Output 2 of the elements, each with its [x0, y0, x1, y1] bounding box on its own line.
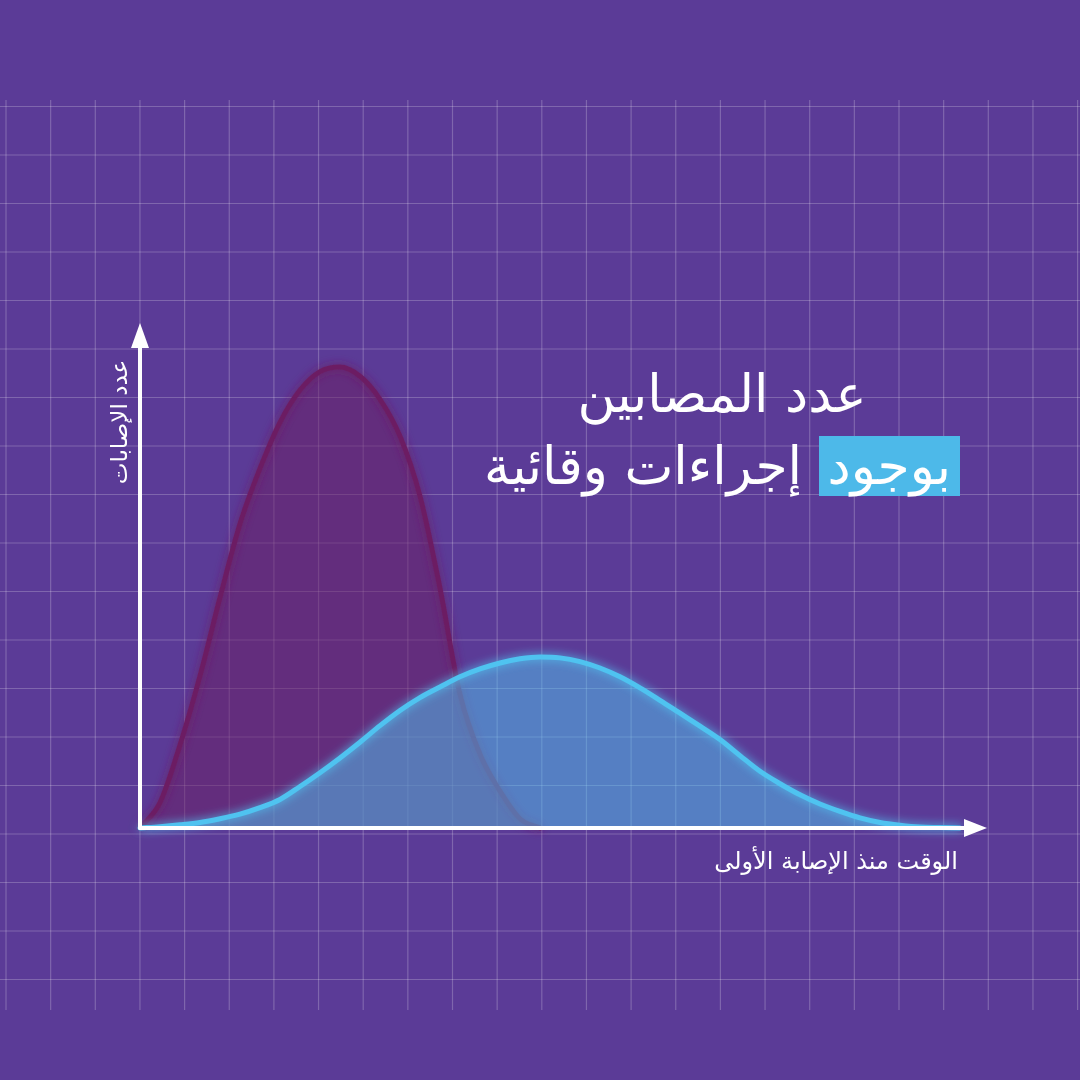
- ylabel: عدد الإصابات: [106, 359, 132, 485]
- xlabel: الوقت منذ الإصابة الأولى: [714, 847, 958, 875]
